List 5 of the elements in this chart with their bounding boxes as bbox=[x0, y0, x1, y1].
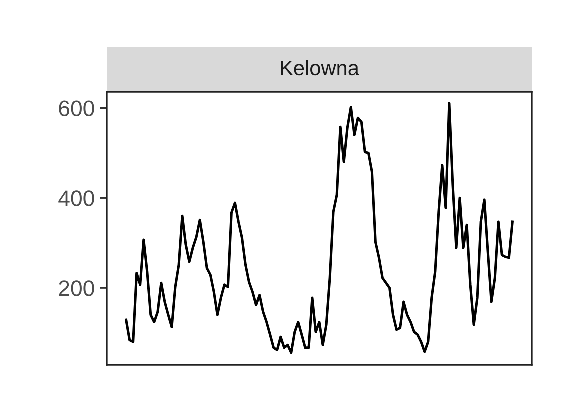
chart-title: Kelowna bbox=[281, 60, 360, 76]
y-tick-label: 400 bbox=[58, 190, 94, 206]
y-tick-label: 200 bbox=[59, 280, 94, 296]
line-series bbox=[125, 102, 514, 354]
y-tick-label: 600 bbox=[59, 100, 94, 116]
